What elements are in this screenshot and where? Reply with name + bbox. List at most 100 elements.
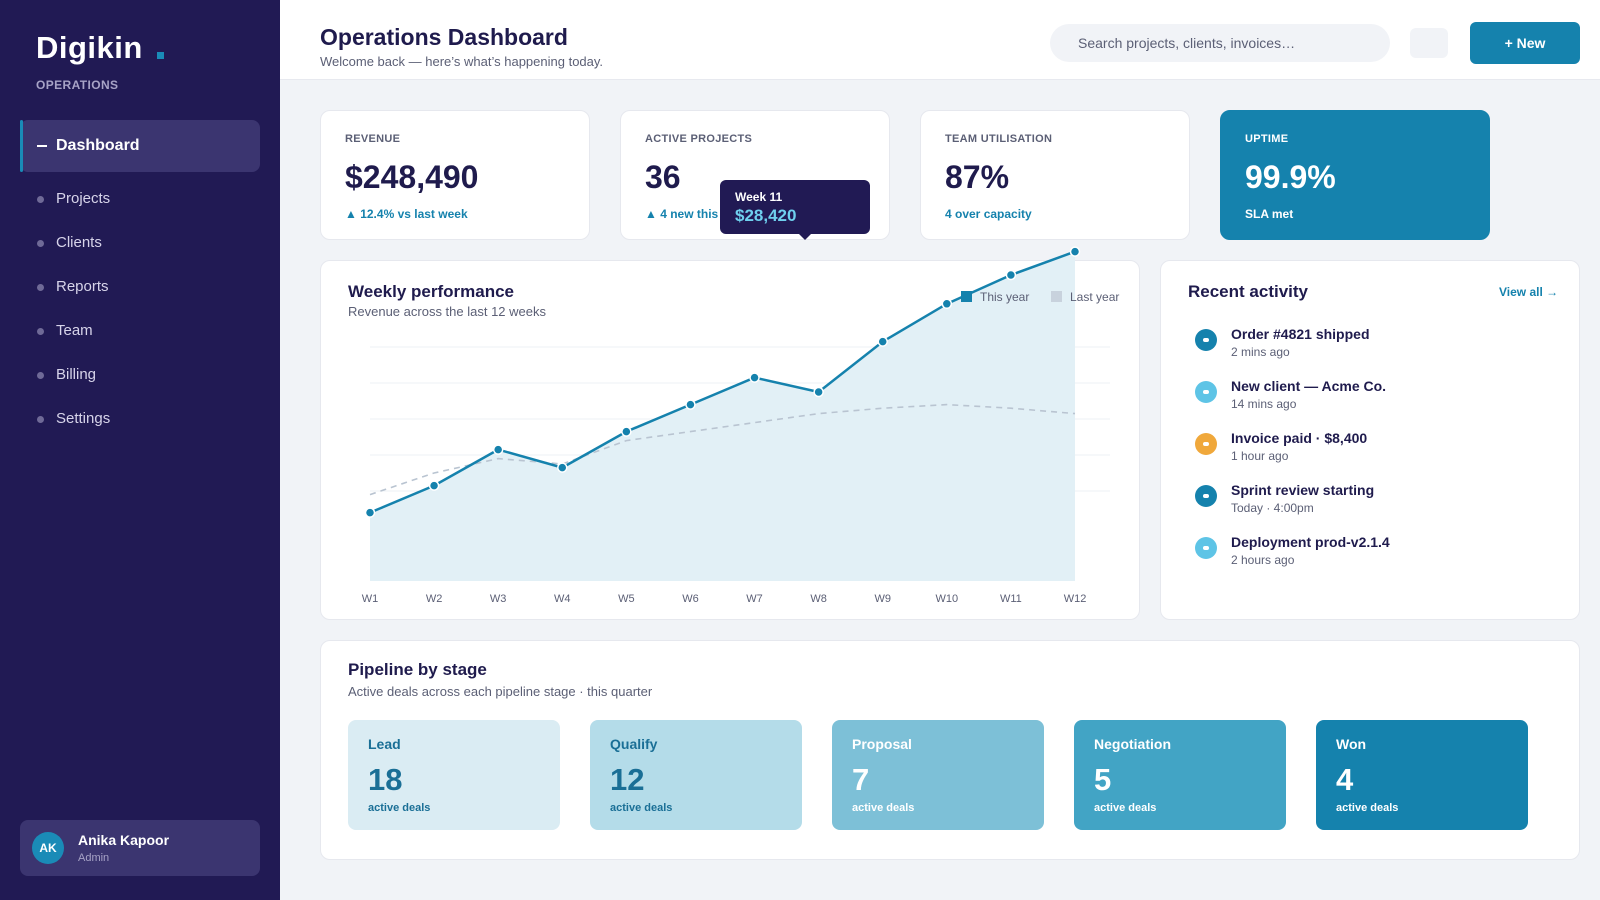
stage-note: active deals [610,802,673,814]
brand-logo-dot [157,52,164,59]
stage-count: 4 [1336,762,1354,797]
kpi-value: $248,490 [345,159,479,195]
new-button[interactable]: + New [1470,22,1580,64]
sidebar-item-projects[interactable]: Projects [0,184,280,214]
sidebar-item-label: Billing [56,366,97,383]
performance-title: Weekly performance [348,282,514,301]
activity-icon [1195,537,1217,559]
activity-icon [1195,433,1217,455]
stage-note: active deals [368,802,431,814]
sidebar-item-settings[interactable]: Settings [0,404,280,434]
tooltip-value: $28,420 [735,206,797,225]
activity-text[interactable]: New client — Acme Co. [1231,378,1387,394]
kpi-card-uptime[interactable]: UPTIME 99.9% SLA met [1220,110,1490,240]
kpi-card-team-utilisation[interactable]: TEAM UTILISATION 87% 4 over capacity [920,110,1190,240]
activity-time: 2 hours ago [1231,553,1295,567]
search-input[interactable] [1050,24,1390,62]
stage-card-proposal[interactable]: Proposal 7 active deals [832,720,1044,830]
kpi-note: SLA met [1245,207,1294,221]
stage-count: 7 [852,762,870,797]
activity-icon [1195,485,1217,507]
kpi-label: REVENUE [345,133,401,145]
tooltip-arrow [797,232,813,240]
stage-name: Qualify [610,736,658,752]
activity-time: Today · 4:00pm [1231,501,1314,515]
stage-name: Negotiation [1094,736,1171,752]
performance-subtitle: Revenue across the last 12 weeks [348,304,546,319]
pipeline-subtitle: Active deals across each pipeline stage … [348,684,653,699]
page-subtitle: Welcome back — here’s what’s happening t… [320,54,604,69]
kpi-note: ▲ 12.4% vs last week [345,207,468,221]
stage-count: 12 [610,762,645,797]
kpi-value: 99.9% [1245,159,1336,195]
sidebar-item-label: Team [56,322,93,339]
sidebar-item-label: Reports [56,278,109,295]
activity-card [1160,260,1580,620]
sidebar-item-reports[interactable]: Reports [0,272,280,302]
chart-tooltip [720,180,870,234]
bullet-icon [37,240,44,247]
page-title: Operations Dashboard [320,24,568,50]
activity-title: Recent activity [1188,282,1308,301]
kpi-label: ACTIVE PROJECTS [645,133,753,145]
brand-logo[interactable]: Digikin [36,30,143,65]
notification-button[interactable] [1410,28,1448,58]
activity-icon [1195,381,1217,403]
bullet-icon [37,328,44,335]
stage-card-qualify[interactable]: Qualify 12 active deals [590,720,802,830]
user-card[interactable]: AK Anika Kapoor Admin [20,820,260,876]
stage-count: 5 [1094,762,1112,797]
kpi-note: 4 over capacity [945,207,1032,221]
kpi-card-revenue[interactable]: REVENUE $248,490 ▲ 12.4% vs last week [320,110,590,240]
bullet-icon [37,196,44,203]
activity-icon [1195,329,1217,351]
stage-card-lead[interactable]: Lead 18 active deals [348,720,560,830]
stage-name: Won [1336,736,1367,752]
legend-label: This year [980,290,1030,304]
sidebar-item-label[interactable]: Dashboard [56,137,140,154]
legend-swatch-this-year [961,291,972,302]
sidebar-item-dashboard[interactable] [20,120,260,172]
kpi-label: TEAM UTILISATION [945,133,1053,145]
view-all-link[interactable]: View all → [1499,285,1559,299]
sidebar-item-clients[interactable]: Clients [0,228,280,258]
stage-note: active deals [1336,802,1399,814]
stage-count: 18 [368,762,403,797]
legend-swatch-last-year [1051,291,1062,302]
data-point-this-year [1069,246,1081,257]
stage-name: Proposal [852,736,912,752]
sidebar-item-label: Settings [56,410,111,427]
avatar: AK [32,832,64,864]
activity-time: 2 mins ago [1231,345,1290,359]
active-indicator [20,120,23,172]
activity-text[interactable]: Deployment prod-v2.1.4 [1231,534,1390,550]
sidebar-item-billing[interactable]: Billing [0,360,280,390]
sidebar-item-team[interactable]: Team [0,316,280,346]
kpi-value: 36 [645,159,681,195]
user-role: Admin [78,852,110,864]
dash-icon [37,145,47,147]
bullet-icon [37,416,44,423]
kpi-label: UPTIME [1245,133,1289,145]
stage-name: Lead [368,736,401,752]
tooltip-title: Week 11 [735,190,783,204]
bullet-icon [37,372,44,379]
legend-label: Last year [1070,290,1120,304]
sidebar-item-label: Projects [56,190,111,207]
stage-note: active deals [1094,802,1157,814]
activity-time: 14 mins ago [1231,397,1297,411]
header: Operations Dashboard Welcome back — here… [280,0,1600,80]
activity-time: 1 hour ago [1231,449,1289,463]
activity-text[interactable]: Sprint review starting [1231,482,1375,498]
pipeline-title: Pipeline by stage [348,660,487,679]
kpi-value: 87% [945,159,1010,195]
brand-subtitle: OPERATIONS [36,78,119,92]
activity-text[interactable]: Order #4821 shipped [1231,326,1370,342]
stage-card-won[interactable]: Won 4 active deals [1316,720,1528,830]
bullet-icon [37,284,44,291]
stage-card-negotiation[interactable]: Negotiation 5 active deals [1074,720,1286,830]
stage-note: active deals [852,802,915,814]
user-name: Anika Kapoor [78,832,170,848]
activity-text[interactable]: Invoice paid · $8,400 [1231,430,1368,446]
sidebar-item-label: Clients [56,234,102,251]
